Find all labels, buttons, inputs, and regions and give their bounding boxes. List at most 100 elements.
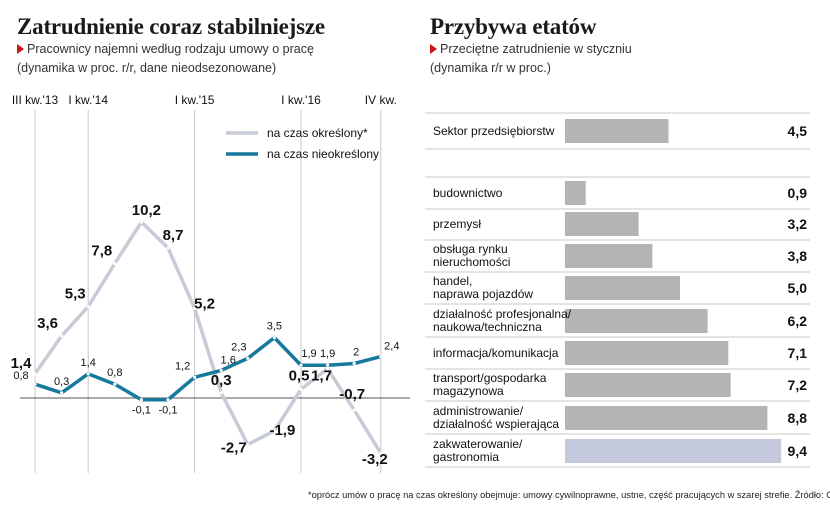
data-label-permanent: 1,6 (221, 354, 236, 366)
left-chart-subtitle: Pracownicy najemni według rodzaju umowy … (17, 42, 314, 56)
value-label: 4,5 (788, 123, 808, 139)
bar (565, 309, 708, 333)
value-label: 7,1 (788, 345, 808, 361)
value-label: 0,9 (788, 185, 808, 201)
bar (565, 439, 782, 463)
category-label: handel, naprawa pojazdów (433, 274, 533, 301)
value-label: 7,2 (788, 377, 808, 393)
data-label-temporary: -0,7 (339, 386, 365, 403)
right-chart-title: Przybywa etatów (430, 14, 597, 39)
category-label-line: działalność wspierająca (433, 417, 559, 431)
footnote-source: *oprócz umów o pracę na czas określony o… (308, 490, 830, 500)
data-label-permanent: 0,8 (13, 370, 28, 382)
data-label-permanent: 1,4 (81, 357, 96, 369)
category-label-line: Sektor przedsiębiorstw (433, 124, 555, 138)
series-line-temporary (33, 220, 383, 455)
data-point (326, 363, 330, 367)
value-label: 8,8 (788, 410, 808, 426)
data-point (379, 451, 383, 455)
data-point (379, 355, 383, 359)
data-point (219, 368, 223, 372)
line-chart-x-tick-labels: III kw.'13 I kw.'14 I kw.'15 I kw.'16 IV kw. (12, 93, 397, 107)
bar (565, 341, 729, 365)
value-label: 6,2 (788, 313, 808, 329)
bar (565, 212, 639, 236)
data-label-temporary: 1,7 (311, 368, 332, 385)
category-label: administrowanie/działalność wspierająca (433, 404, 559, 431)
data-point (86, 372, 90, 376)
legend-label-permanent: na czas nieokreślony (267, 147, 379, 161)
bar (565, 181, 586, 205)
bar-chart-gridlines (425, 112, 810, 468)
data-point (60, 334, 64, 338)
category-label-line: obsługa rynku (433, 242, 508, 256)
legend-label-temporary: na czas określony* (267, 126, 368, 140)
data-point (193, 375, 197, 379)
line-chart-data-labels: 1,43,65,37,810,28,75,20,3-2,7-1,90,5 1,7-… (11, 202, 400, 468)
line-chart: III kw.'13 I kw.'14 I kw.'15 I kw.'16 IV kw.… (11, 93, 410, 473)
data-label-permanent: 1,2 (175, 360, 190, 372)
category-label-line: transport/gospodarka (433, 371, 547, 385)
category-label-line: nieruchomości (433, 255, 510, 269)
data-point (246, 442, 250, 447)
series-line-permanent (34, 335, 382, 402)
data-label-permanent: 3,5 (267, 321, 282, 333)
line-chart-legend: na czas określony* na czas nieokreślony (226, 126, 379, 161)
category-label: budownictwo (433, 186, 503, 200)
data-point (33, 372, 37, 376)
data-label-temporary: 3,6 (37, 315, 58, 332)
category-label-line: przemysł (433, 217, 481, 231)
x-tick-label: I kw.'15 (175, 93, 215, 107)
category-label-line: handel, (433, 274, 472, 288)
data-point (352, 408, 356, 412)
data-label-temporary: 7,8 (91, 242, 112, 259)
data-point (272, 429, 276, 433)
data-label-temporary: 1,4 (11, 355, 33, 372)
data-label-temporary: 8,7 (163, 227, 184, 244)
category-label: transport/gospodarka magazynowa (433, 371, 547, 398)
category-label: Sektor przedsiębiorstw (433, 124, 555, 138)
data-point (33, 382, 37, 386)
category-label-line: informacja/komunikacja (433, 346, 559, 360)
category-label-line: gastronomia (433, 450, 499, 464)
x-tick-label: IV kw. (365, 93, 397, 107)
data-label-permanent: 0,8 (107, 367, 122, 379)
x-tick-label: III kw.'13 (12, 93, 59, 107)
bar (565, 119, 669, 143)
data-point (113, 382, 117, 386)
data-point (166, 398, 170, 402)
x-tick-label: I kw.'16 (281, 93, 321, 107)
category-label: przemysł (433, 217, 481, 231)
data-point (272, 336, 276, 340)
data-label-permanent: 2 (353, 347, 359, 359)
data-label-temporary: -3,2 (362, 451, 388, 468)
data-point (246, 356, 250, 360)
data-label-permanent: 2,3 (231, 341, 246, 353)
data-point (326, 367, 330, 371)
data-point (219, 391, 223, 395)
bar (565, 406, 768, 430)
data-point (352, 361, 356, 366)
category-label-line: zakwaterowanie/ (433, 437, 523, 451)
data-label-permanent: -0,1 (132, 405, 151, 417)
data-label-temporary: 0,5 (289, 367, 310, 384)
data-point (86, 304, 90, 309)
bar-chart-category-labels: Sektor przedsiębiorstw budownictwo przemys… (433, 124, 572, 464)
data-label-permanent: 0,3 (54, 376, 69, 388)
category-label-line: działalność profesjonalna/ (433, 307, 572, 321)
bar-chart-value-labels: 4,5 0,9 3,2 3,8 5,0 6,2 7,1 7,2 8,8 9,4 (788, 123, 808, 459)
bar (565, 373, 731, 397)
data-point (139, 220, 143, 224)
data-point (299, 387, 303, 391)
data-label-permanent: 1,9 (320, 348, 335, 360)
category-label-line: naprawa pojazdów (433, 287, 533, 301)
data-label-permanent: 2,4 (384, 341, 399, 353)
value-label: 9,4 (788, 443, 808, 459)
bar (565, 276, 680, 300)
category-label: działalność profesjonalna/naukowa/techni… (433, 307, 572, 334)
left-subtitle-text: Pracownicy najemni według rodzaju umowy … (27, 42, 314, 56)
category-label-line: naukowa/techniczna (433, 320, 542, 334)
data-label-temporary: 0,3 (211, 372, 232, 389)
category-label: zakwaterowanie/gastronomia (433, 437, 523, 464)
category-label: informacja/komunikacja (433, 346, 559, 360)
